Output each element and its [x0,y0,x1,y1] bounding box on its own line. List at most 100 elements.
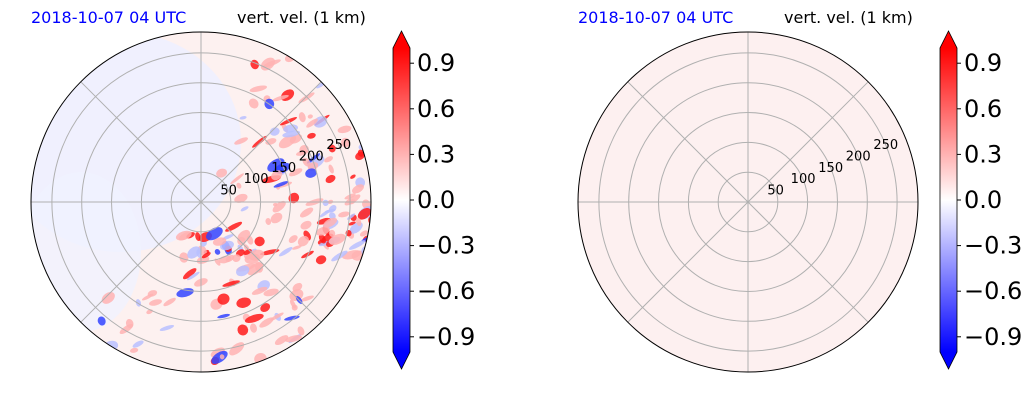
angular-gridline-135 [80,81,202,203]
colorbar-tick-label: 0.3 [417,140,455,168]
downdraft-cell [217,313,230,319]
downdraft-cell [322,199,329,206]
colorbar-tick-label: −0.3 [417,232,475,260]
angular-gridline-135 [627,81,749,203]
updraft-cell [251,286,268,295]
updraft-cell [355,217,362,226]
downdraft-cell [331,250,348,262]
updraft-cell [234,137,248,145]
updraft-cell [296,347,307,358]
downdraft-cell [200,240,207,247]
updraft-cell [222,280,240,287]
downdraft-cell [282,130,301,138]
range-tick-label: 150 [818,161,843,176]
updraft-cell [344,194,361,206]
updraft-cell [175,230,192,241]
updraft-cell [300,295,314,302]
updraft-cell [265,218,272,225]
updraft-cell [328,164,334,174]
left-panel: 2018-10-07 04 UTC vert. vel. (1 km) 50 10… [30,8,475,373]
downdraft-cell [278,247,293,257]
right-panel: 2018-10-07 04 UTC vert. vel. (1 km) 50 10… [547,0,1036,401]
updraft-cell [299,207,314,218]
colorbar-extend-min [393,352,410,369]
colorbar-extend-min [940,352,957,369]
updraft-cell [236,297,252,308]
colorbar-extend-max [393,31,410,48]
range-tick-label: 200 [846,149,871,164]
updraft-cell [249,85,267,93]
updraft-cell [163,297,176,307]
updraft-cell [272,94,289,102]
updraft-cell [362,118,371,129]
downdraft-cell [273,180,289,188]
colorbar-tick-label: −0.9 [964,323,1022,351]
updraft-cell [348,104,356,110]
updraft-cell [301,250,314,259]
updraft-cell [288,192,300,204]
downdraft-cell [132,340,144,348]
polar-outline [30,31,372,373]
downdraft-cell [375,148,392,162]
colorbar-tick-label: 0.3 [964,140,1002,168]
angular-gridline-315 [747,201,869,323]
downdraft-cell [369,149,371,154]
updraft-cell [346,96,358,106]
updraft-cell [296,150,309,156]
downdraft-cell [368,248,371,257]
updraft-cell [338,211,350,218]
updraft-cell [101,291,115,304]
colorbar-extend-max [940,31,957,48]
colorbar-tick-label: −0.9 [417,323,475,351]
updraft-cell [147,290,158,297]
right-title: vert. vel. (1 km) [784,8,913,27]
updraft-cell [328,144,336,153]
updraft-cell [248,98,259,109]
updraft-cell [288,235,298,244]
updraft-cell [370,54,383,67]
updraft-cell [357,208,371,220]
updraft-cell [237,229,251,242]
updraft-cell [375,83,381,89]
downdraft-cell [305,168,317,178]
updraft-cell [375,142,386,152]
colorbar-outline [392,30,411,370]
updraft-cell [272,200,286,213]
colorbar-body [940,48,957,352]
updraft-cell [219,354,225,360]
downdraft-cell [337,56,344,67]
updraft-cell [250,323,257,333]
updraft-cell [212,237,227,246]
updraft-cell [270,212,283,224]
range-tick-label: 150 [271,161,296,176]
updraft-cell [230,173,244,185]
angular-gridline-225 [80,201,202,323]
updraft-cell [307,132,316,139]
updraft-cell [300,220,312,230]
updraft-cell [289,168,303,177]
updraft-cell [328,229,336,237]
downdraft-cell [361,121,371,127]
updraft-cell [368,55,371,63]
range-tick-label: 100 [244,172,269,187]
updraft-cell [316,217,331,225]
left-timestamp: 2018-10-07 04 UTC [31,8,187,27]
updraft-cell [254,236,265,247]
angular-gridline-45 [747,81,869,203]
updraft-cell [244,313,264,323]
colorbar-tick-label: −0.3 [964,232,1022,260]
updraft-cell [201,252,211,259]
updraft-cell [217,293,230,305]
colorbar-tick-label: −0.6 [964,277,1022,305]
updraft-cell [125,318,134,329]
colorbar-tick-label: 0.9 [964,49,1002,77]
updraft-cell [352,184,364,194]
updraft-cell [248,249,265,261]
updraft-cell [237,324,249,336]
angular-gridline-315 [200,201,322,323]
updraft-cell [348,221,356,226]
colorbar-tick-label: 0.0 [964,186,1002,214]
colorbar-tick-label: 0.6 [964,95,1002,123]
updraft-cell [260,303,271,313]
